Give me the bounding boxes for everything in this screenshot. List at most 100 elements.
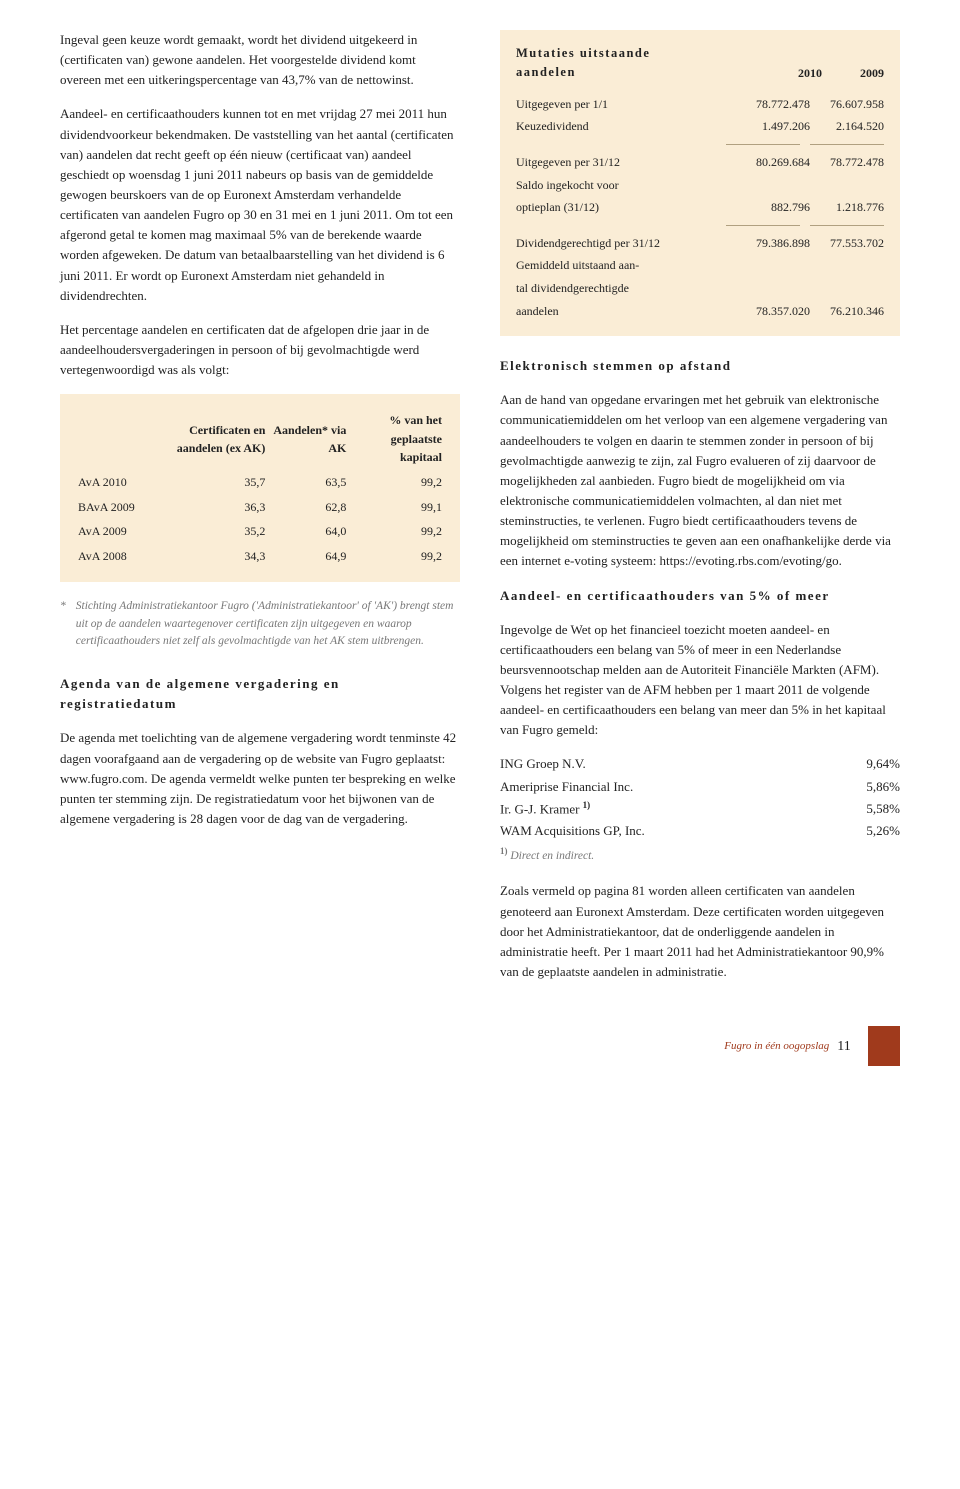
mutaties-row: Saldo ingekocht voor <box>516 174 884 197</box>
table-cell: AvA 2008 <box>76 544 164 569</box>
table-cell: 36,3 <box>164 495 267 520</box>
intro-paragraph-1: Ingeval geen keuze wordt gemaakt, wordt … <box>60 30 460 90</box>
mutaties-label: Gemiddeld uitstaand aan- <box>516 256 736 275</box>
intro-paragraph-3: Het percentage aandelen en certificaten … <box>60 320 460 380</box>
mutaties-label: tal dividendgerechtigde <box>516 279 736 298</box>
mutaties-value-2010 <box>736 176 810 195</box>
footnote-star: * <box>60 598 66 650</box>
mutaties-label: aandelen <box>516 302 736 321</box>
mutaties-value-2009: 76.210.346 <box>810 302 884 321</box>
mutaties-row: tal dividendgerechtigde <box>516 277 884 300</box>
holder-name: Ameriprise Financial Inc. <box>500 777 633 797</box>
aandeel-paragraph: Ingevolge de Wet op het financieel toezi… <box>500 620 900 741</box>
holder-pct: 9,64% <box>866 754 900 774</box>
holder-row: Ameriprise Financial Inc. 5,86% <box>500 777 900 797</box>
mutaties-value-2010: 78.357.020 <box>736 302 810 321</box>
mutaties-row: Uitgegeven per 1/178.772.47876.607.958 <box>516 93 884 116</box>
mutaties-label: Saldo ingekocht voor <box>516 176 736 195</box>
mutaties-row: aandelen78.357.02076.210.346 <box>516 300 884 323</box>
table-cell: 35,2 <box>164 519 267 544</box>
mutaties-row: Dividendgerechtigd per 31/1279.386.89877… <box>516 232 884 255</box>
holders-footnote-text: Direct en indirect. <box>510 850 594 862</box>
table-cell: 99,1 <box>348 495 444 520</box>
footer-label: Fugro in één oogopslag <box>724 1038 829 1055</box>
mutaties-value-2010: 78.772.478 <box>736 95 810 114</box>
mutaties-value-2009 <box>810 279 884 298</box>
mutaties-title-1: Mutaties uitstaande <box>516 44 650 63</box>
year-2009: 2009 <box>860 64 884 83</box>
agenda-paragraph: De agenda met toelichting van de algemen… <box>60 728 460 829</box>
table-row: AvA 200935,264,099,2 <box>76 519 444 544</box>
table-cell: 34,3 <box>164 544 267 569</box>
table-cell: 64,9 <box>267 544 348 569</box>
agenda-heading: Agenda van de algemene vergadering en re… <box>60 674 460 714</box>
mutaties-row: Keuzedividend1.497.2062.164.520 <box>516 115 884 138</box>
last-paragraph: Zoals vermeld op pagina 81 worden alleen… <box>500 881 900 982</box>
table-cell: 35,7 <box>164 470 267 495</box>
holders-list: ING Groep N.V. 9,64% Ameriprise Financial … <box>500 754 900 841</box>
mutaties-value-2010: 882.796 <box>736 198 810 217</box>
mutaties-label: Dividendgerechtigd per 31/12 <box>516 234 736 253</box>
mutaties-value-2009 <box>810 176 884 195</box>
mutaties-title-2: aandelen <box>516 63 650 82</box>
mutaties-value-2010: 80.269.684 <box>736 153 810 172</box>
table-row: AvA 201035,763,599,2 <box>76 470 444 495</box>
footer-accent-box <box>868 1026 900 1066</box>
holder-name: Ir. G-J. Kramer 1) <box>500 799 590 819</box>
mutaties-label: Keuzedividend <box>516 117 736 136</box>
table-row: BAvA 200936,362,899,1 <box>76 495 444 520</box>
table-cell: 62,8 <box>267 495 348 520</box>
mutaties-value-2010 <box>736 256 810 275</box>
page-footer: Fugro in één oogopslag 11 <box>60 1026 900 1066</box>
holders-footnote-sup: 1) <box>500 846 508 856</box>
mutaties-value-2009 <box>810 256 884 275</box>
holder-row: ING Groep N.V. 9,64% <box>500 754 900 774</box>
holder-pct: 5,26% <box>866 821 900 841</box>
holder-pct: 5,58% <box>866 799 900 819</box>
table-cell: 64,0 <box>267 519 348 544</box>
footnote-text: Stichting Administratiekantoor Fugro ('A… <box>76 598 460 650</box>
mutaties-value-2009: 77.553.702 <box>810 234 884 253</box>
table-cell: 99,2 <box>348 470 444 495</box>
table-cell: 63,5 <box>267 470 348 495</box>
mutaties-row: optieplan (31/12)882.7961.218.776 <box>516 196 884 219</box>
year-2010: 2010 <box>798 64 822 83</box>
mutaties-table-box: Mutaties uitstaande aandelen 2010 2009 U… <box>500 30 900 336</box>
mutaties-value-2010 <box>736 279 810 298</box>
table-footnote: * Stichting Administratiekantoor Fugro (… <box>60 598 460 650</box>
elek-heading: Elektronisch stemmen op afstand <box>500 356 900 376</box>
mutaties-value-2009: 1.218.776 <box>810 198 884 217</box>
table-cell: 99,2 <box>348 544 444 569</box>
mutaties-row: Gemiddeld uitstaand aan- <box>516 254 884 277</box>
mutaties-value-2009: 2.164.520 <box>810 117 884 136</box>
table-cell: BAvA 2009 <box>76 495 164 520</box>
table-cell: 99,2 <box>348 519 444 544</box>
mutaties-label: Uitgegeven per 31/12 <box>516 153 736 172</box>
holder-row: WAM Acquisitions GP, Inc. 5,26% <box>500 821 900 841</box>
holder-name: ING Groep N.V. <box>500 754 586 774</box>
intro-paragraph-2: Aandeel- en certificaathouders kunnen to… <box>60 104 460 305</box>
holder-pct: 5,86% <box>866 777 900 797</box>
mutaties-value-2010: 79.386.898 <box>736 234 810 253</box>
mutaties-value-2010: 1.497.206 <box>736 117 810 136</box>
mutaties-value-2009: 76.607.958 <box>810 95 884 114</box>
elek-paragraph: Aan de hand van opgedane ervaringen met … <box>500 390 900 571</box>
representation-table: Certificaten en aandelen (ex AK) Aandele… <box>76 408 444 568</box>
th-pct: % van het geplaatste kapitaal <box>348 408 444 470</box>
mutaties-row: Uitgegeven per 31/1280.269.68478.772.478 <box>516 151 884 174</box>
th-cert: Certificaten en aandelen (ex AK) <box>164 408 267 470</box>
footer-page-number: 11 <box>837 1036 850 1058</box>
holder-row: Ir. G-J. Kramer 1) 5,58% <box>500 799 900 819</box>
mutaties-label: optieplan (31/12) <box>516 198 736 217</box>
table-cell: AvA 2009 <box>76 519 164 544</box>
representation-table-box: Certificaten en aandelen (ex AK) Aandele… <box>60 394 460 582</box>
aandeel-heading: Aandeel- en certificaathouders van 5% of… <box>500 586 900 606</box>
th-aandelen: Aandelen* via AK <box>267 408 348 470</box>
mutaties-value-2009: 78.772.478 <box>810 153 884 172</box>
table-row: AvA 200834,364,999,2 <box>76 544 444 569</box>
table-cell: AvA 2010 <box>76 470 164 495</box>
holder-name: WAM Acquisitions GP, Inc. <box>500 821 645 841</box>
holder-sup: 1) <box>583 800 591 810</box>
mutaties-label: Uitgegeven per 1/1 <box>516 95 736 114</box>
th-empty <box>76 408 164 470</box>
